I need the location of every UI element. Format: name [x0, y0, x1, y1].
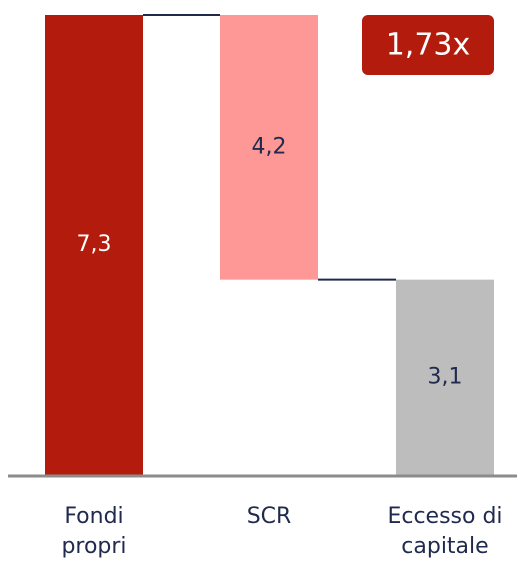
category-label: SCR [246, 504, 292, 529]
value-label: 3,1 [428, 364, 463, 389]
value-label: 7,3 [77, 232, 112, 257]
bar [396, 279, 494, 475]
category-label: Eccesso di capitale [387, 504, 503, 559]
bar [220, 15, 318, 280]
ratio-annotation: 1,73x [386, 28, 471, 63]
bar [45, 15, 143, 475]
ratio-badge [362, 15, 494, 75]
category-label: Fondi propri [61, 504, 127, 559]
value-label: 4,2 [252, 134, 287, 159]
